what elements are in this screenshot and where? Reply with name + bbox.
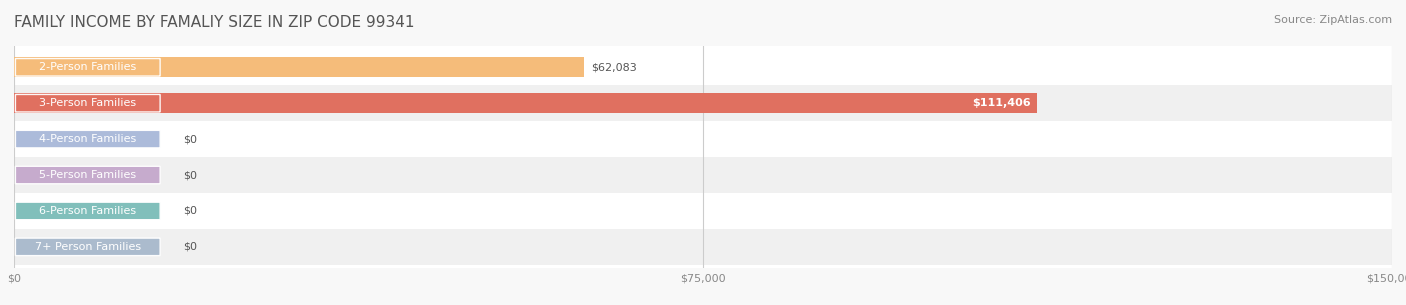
- Text: $62,083: $62,083: [592, 62, 637, 72]
- Bar: [14, 85, 1392, 121]
- Text: 3-Person Families: 3-Person Families: [39, 98, 136, 108]
- Text: 5-Person Families: 5-Person Families: [39, 170, 136, 180]
- Text: $0: $0: [184, 170, 197, 180]
- FancyBboxPatch shape: [15, 238, 160, 256]
- Text: $111,406: $111,406: [972, 98, 1031, 108]
- Text: 2-Person Families: 2-Person Families: [39, 62, 136, 72]
- Bar: [14, 229, 1392, 265]
- Bar: [14, 121, 1392, 157]
- Text: $0: $0: [184, 134, 197, 144]
- Text: $0: $0: [184, 206, 197, 216]
- FancyBboxPatch shape: [15, 202, 160, 220]
- FancyBboxPatch shape: [15, 95, 160, 112]
- Text: FAMILY INCOME BY FAMALIY SIZE IN ZIP CODE 99341: FAMILY INCOME BY FAMALIY SIZE IN ZIP COD…: [14, 15, 415, 30]
- Bar: [14, 157, 1392, 193]
- FancyBboxPatch shape: [15, 166, 160, 184]
- Text: Source: ZipAtlas.com: Source: ZipAtlas.com: [1274, 15, 1392, 25]
- Text: 4-Person Families: 4-Person Families: [39, 134, 136, 144]
- Bar: [14, 193, 1392, 229]
- Bar: [14, 93, 1038, 113]
- FancyBboxPatch shape: [15, 130, 160, 148]
- Text: 7+ Person Families: 7+ Person Families: [35, 242, 141, 252]
- Text: 6-Person Families: 6-Person Families: [39, 206, 136, 216]
- Bar: [14, 49, 1392, 85]
- Bar: [14, 57, 585, 77]
- Text: $0: $0: [184, 242, 197, 252]
- FancyBboxPatch shape: [15, 59, 160, 76]
